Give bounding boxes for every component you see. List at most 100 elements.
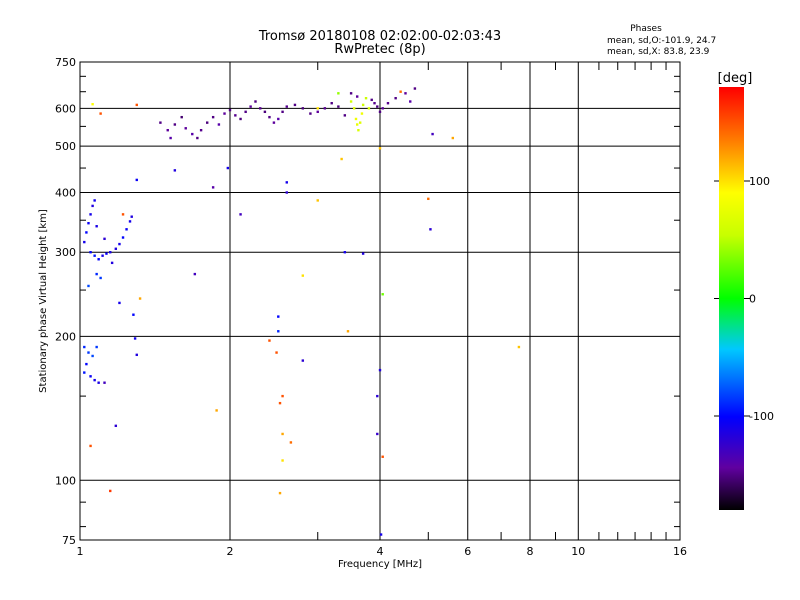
- data-point: [352, 107, 356, 110]
- data-point: [316, 199, 319, 202]
- stats-line-x: mean, sd,X: 83.8, 23.9: [607, 47, 710, 57]
- data-point: [97, 381, 100, 384]
- data-point: [128, 220, 132, 223]
- y-tick-label: 100: [55, 474, 76, 487]
- data-point: [409, 100, 412, 103]
- data-point: [217, 123, 221, 126]
- data-point: [289, 441, 293, 444]
- data-point: [360, 112, 364, 115]
- data-point: [413, 87, 417, 90]
- data-point: [138, 297, 142, 300]
- data-point: [95, 345, 98, 349]
- data-point: [130, 215, 133, 218]
- data-points: [83, 87, 521, 536]
- data-point: [254, 100, 257, 103]
- data-point: [370, 98, 373, 102]
- data-point: [346, 330, 350, 333]
- y-tick-label: 500: [55, 140, 76, 153]
- data-point: [95, 272, 98, 276]
- data-point: [101, 254, 104, 257]
- data-point: [99, 112, 102, 115]
- data-point: [109, 489, 112, 493]
- data-point: [180, 115, 183, 119]
- data-point: [95, 225, 98, 228]
- colorbar: [deg] 100 0 -100: [714, 71, 774, 510]
- data-point: [394, 96, 397, 100]
- data-point: [376, 394, 379, 398]
- data-point: [133, 337, 137, 340]
- x-tick-label: 2: [227, 545, 234, 558]
- colorbar-gradient: [719, 87, 744, 510]
- data-point: [301, 107, 305, 110]
- stats-line-o: mean, sd,O:-101.9, 24.7: [607, 36, 716, 46]
- data-point: [135, 178, 138, 182]
- colorbar-label: [deg]: [718, 71, 753, 86]
- data-point: [376, 105, 379, 108]
- data-point: [316, 110, 319, 114]
- data-point: [89, 251, 92, 254]
- data-point: [309, 112, 312, 115]
- data-point: [429, 228, 432, 231]
- data-point: [379, 533, 383, 536]
- data-point: [343, 251, 347, 254]
- data-point: [301, 359, 305, 362]
- grid-lines: [80, 62, 680, 540]
- data-point: [349, 100, 353, 103]
- data-point: [193, 272, 197, 276]
- data-point: [278, 401, 282, 405]
- data-point: [93, 254, 96, 257]
- data-point: [110, 261, 114, 265]
- data-point: [399, 90, 402, 93]
- data-point: [378, 110, 382, 114]
- data-point: [87, 284, 90, 288]
- data-point: [404, 92, 407, 95]
- data-point: [91, 103, 94, 106]
- data-point: [285, 105, 288, 108]
- x-tick-label: 1: [77, 545, 84, 558]
- y-tick-label: 200: [55, 330, 76, 343]
- y-tick-label: 750: [55, 56, 76, 69]
- data-point: [114, 247, 118, 250]
- data-point: [83, 240, 86, 244]
- y-axis: 75 100 200 300 400 500 600 750: [55, 56, 680, 547]
- data-point: [357, 128, 360, 132]
- x-tick-label: 10: [571, 545, 585, 558]
- chart-title: Tromsø 20180108 02:02:00-02:03:43: [258, 29, 501, 44]
- y-axis-label: Stationary phase Virtual Height [km]: [38, 209, 49, 393]
- data-point: [93, 199, 96, 202]
- data-point: [381, 107, 384, 110]
- data-point: [301, 274, 305, 277]
- data-point: [103, 381, 106, 384]
- data-point: [361, 103, 365, 107]
- data-point: [249, 105, 252, 108]
- data-point: [125, 228, 128, 231]
- data-point: [239, 213, 242, 216]
- data-point: [89, 444, 92, 448]
- data-point: [132, 313, 135, 316]
- data-point: [215, 409, 218, 412]
- x-tick-label: 6: [464, 545, 471, 558]
- data-point: [239, 117, 242, 121]
- data-point: [281, 394, 284, 398]
- data-point: [316, 107, 319, 110]
- data-point: [103, 237, 106, 241]
- data-point: [340, 157, 343, 161]
- data-point: [451, 136, 455, 140]
- x-axis: 1 2 4 6 8 10 16: [77, 62, 687, 558]
- data-point: [93, 378, 96, 382]
- data-point: [281, 110, 284, 114]
- colorbar-tick-label: -100: [749, 410, 774, 423]
- data-point: [386, 101, 390, 105]
- data-point: [343, 114, 347, 117]
- data-point: [268, 115, 271, 119]
- data-point: [205, 121, 209, 124]
- data-point: [114, 424, 118, 428]
- data-point: [349, 92, 353, 95]
- data-point: [91, 204, 94, 208]
- x-tick-label: 16: [673, 545, 687, 558]
- data-point: [99, 276, 102, 280]
- data-point: [427, 197, 430, 201]
- chart-subtitle: RwPretec (8p): [334, 42, 425, 57]
- data-point: [83, 345, 86, 349]
